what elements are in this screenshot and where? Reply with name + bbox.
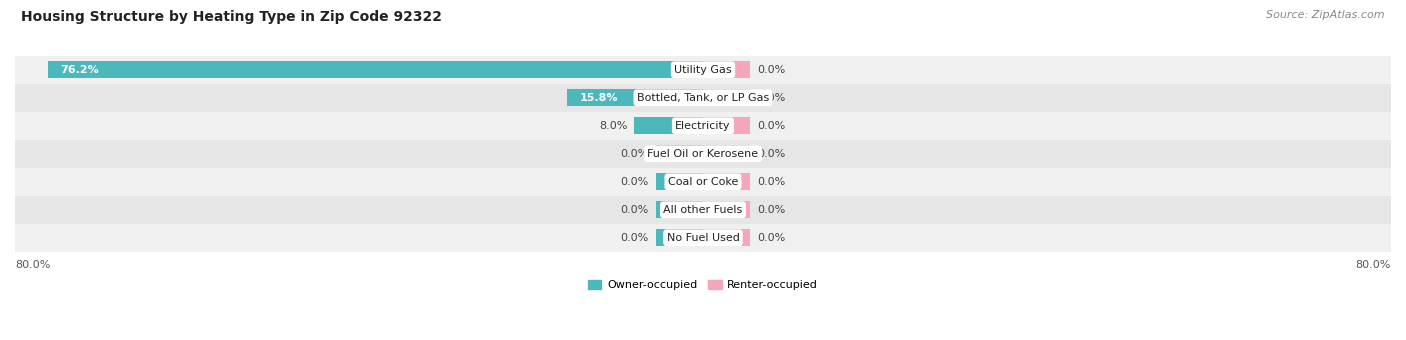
Bar bbox=[655, 173, 703, 190]
Text: 0.0%: 0.0% bbox=[758, 177, 786, 187]
Text: 80.0%: 80.0% bbox=[1355, 260, 1391, 270]
Text: Source: ZipAtlas.com: Source: ZipAtlas.com bbox=[1267, 10, 1385, 20]
Bar bbox=[703, 230, 751, 246]
Bar bbox=[15, 196, 1391, 224]
Text: 8.0%: 8.0% bbox=[599, 121, 627, 131]
Bar bbox=[15, 140, 1391, 168]
Bar bbox=[15, 84, 1391, 112]
Text: 76.2%: 76.2% bbox=[60, 65, 100, 75]
Bar bbox=[15, 224, 1391, 252]
Text: 0.0%: 0.0% bbox=[620, 233, 648, 243]
Text: No Fuel Used: No Fuel Used bbox=[666, 233, 740, 243]
Text: Electricity: Electricity bbox=[675, 121, 731, 131]
Text: Bottled, Tank, or LP Gas: Bottled, Tank, or LP Gas bbox=[637, 93, 769, 103]
Text: 0.0%: 0.0% bbox=[758, 205, 786, 215]
Text: 0.0%: 0.0% bbox=[620, 149, 648, 159]
Bar bbox=[567, 89, 703, 106]
Bar bbox=[703, 201, 751, 218]
Bar bbox=[703, 117, 751, 134]
Text: All other Fuels: All other Fuels bbox=[664, 205, 742, 215]
Text: Housing Structure by Heating Type in Zip Code 92322: Housing Structure by Heating Type in Zip… bbox=[21, 10, 441, 24]
Text: 15.8%: 15.8% bbox=[581, 93, 619, 103]
Bar bbox=[703, 62, 751, 78]
Text: Fuel Oil or Kerosene: Fuel Oil or Kerosene bbox=[647, 149, 759, 159]
Bar bbox=[48, 62, 703, 78]
Bar bbox=[655, 201, 703, 218]
Text: 0.0%: 0.0% bbox=[758, 93, 786, 103]
Bar bbox=[703, 173, 751, 190]
Text: Utility Gas: Utility Gas bbox=[675, 65, 731, 75]
Text: 80.0%: 80.0% bbox=[15, 260, 51, 270]
Bar bbox=[655, 146, 703, 162]
Bar bbox=[703, 146, 751, 162]
Text: Coal or Coke: Coal or Coke bbox=[668, 177, 738, 187]
Text: 0.0%: 0.0% bbox=[758, 149, 786, 159]
Bar bbox=[15, 112, 1391, 140]
Bar bbox=[15, 56, 1391, 84]
Text: 0.0%: 0.0% bbox=[758, 121, 786, 131]
Text: 0.0%: 0.0% bbox=[758, 65, 786, 75]
Bar bbox=[703, 89, 751, 106]
Text: 0.0%: 0.0% bbox=[620, 177, 648, 187]
Text: 0.0%: 0.0% bbox=[620, 205, 648, 215]
Bar bbox=[634, 117, 703, 134]
Bar bbox=[655, 230, 703, 246]
Legend: Owner-occupied, Renter-occupied: Owner-occupied, Renter-occupied bbox=[583, 275, 823, 294]
Bar bbox=[15, 168, 1391, 196]
Text: 0.0%: 0.0% bbox=[758, 233, 786, 243]
